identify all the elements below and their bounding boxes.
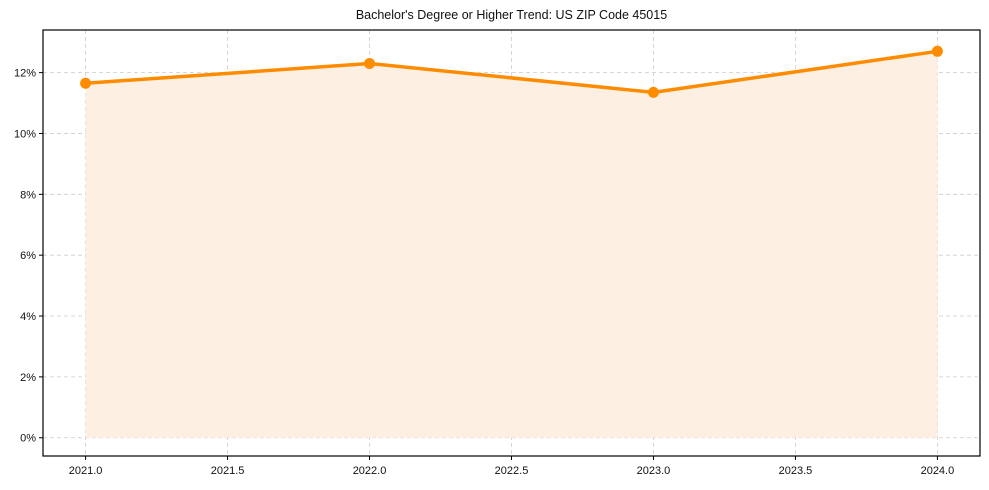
y-tick-label: 2%	[20, 372, 36, 384]
x-tick-label: 2022.5	[495, 465, 529, 477]
x-tick-label: 2023.5	[779, 465, 813, 477]
data-point	[364, 57, 376, 69]
x-tick-label: 2021.5	[211, 465, 245, 477]
x-axis: 2021.0 2021.5 2022.0 2022.5 2023.0 2023.5 2024…	[69, 456, 954, 477]
data-line	[85, 49, 938, 95]
x-tick-label: 2024.0	[921, 465, 955, 477]
y-tick-label: 10%	[14, 128, 36, 140]
chart-title: Bachelor's Degree or Higher Trend: US ZI…	[355, 8, 668, 22]
y-axis: 0% 2% 4% 6% 8% 10% 12%	[14, 68, 43, 445]
x-tick-label: 2023.0	[637, 465, 671, 477]
x-tick-label: 2022.0	[353, 465, 387, 477]
data-point	[931, 45, 943, 57]
data-points	[80, 45, 943, 98]
y-tick-label: 8%	[20, 189, 36, 201]
data-point	[647, 86, 659, 98]
y-tick-label: 0%	[20, 433, 36, 445]
y-tick-label: 12%	[14, 68, 36, 80]
data-point	[80, 77, 92, 89]
x-tick-label: 2021.0	[69, 465, 103, 477]
y-tick-label: 6%	[20, 250, 36, 262]
area-fill	[85, 51, 938, 438]
y-tick-label: 4%	[20, 311, 36, 323]
